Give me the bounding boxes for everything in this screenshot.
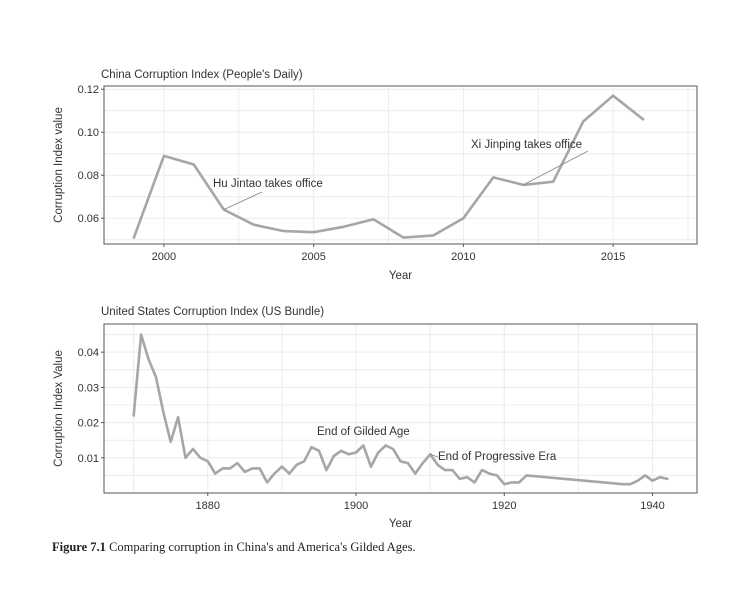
chart1-x-tick-label: 2015 <box>601 251 625 263</box>
figure-caption-text: Comparing corruption in China's and Amer… <box>109 540 416 554</box>
chart2-annotation-label: End of Progressive Era <box>438 451 557 463</box>
chart2-x-tick-label: 1920 <box>492 500 516 512</box>
chart1-y-tick-label: 0.08 <box>78 170 99 182</box>
figure-caption: Figure 7.1 Comparing corruption in China… <box>52 540 416 555</box>
chart2-plot-frame <box>103 323 698 494</box>
chart1-annotation-leader <box>523 150 589 186</box>
figure-caption-label: Figure 7.1 <box>52 540 106 554</box>
chart1-x-tick-label: 2000 <box>152 251 176 263</box>
chart1-x-tick-label: 2005 <box>301 251 325 263</box>
chart1-y-tick-label: 0.10 <box>78 127 99 139</box>
chart2-x-tick-label: 1900 <box>344 500 368 512</box>
chart2-y-tick-label: 0.03 <box>78 382 99 394</box>
chart1-annotation-leader <box>223 191 263 211</box>
chart2-x-tick-label: 1940 <box>640 500 664 512</box>
chart1-plot-area <box>104 86 697 244</box>
chart1-y-axis-label: Corruption Index value <box>53 107 65 223</box>
chart2-y-axis-label: Corruption Index Value <box>53 350 65 467</box>
chart1-annotation-label: Xi Jinping takes office <box>471 139 582 151</box>
chart1-annotation-label: Hu Jintao takes office <box>213 178 323 190</box>
chart1-title: China Corruption Index (People's Daily) <box>101 69 303 81</box>
chart2-y-tick-label: 0.04 <box>78 347 99 359</box>
chart1-x-tick-label: 2010 <box>451 251 475 263</box>
chart2-x-tick-label: 1880 <box>196 500 220 512</box>
chart2-annotation-label: End of Gilded Age <box>317 426 410 438</box>
chart2-y-tick-label: 0.02 <box>78 418 99 430</box>
chart1-series-line <box>132 94 645 239</box>
chart1-plot-frame <box>103 85 698 245</box>
chart2-plot-area <box>104 324 697 493</box>
chart2-annotation-leader <box>430 453 439 458</box>
chart1-y-tick-label: 0.06 <box>78 213 99 225</box>
chart1-y-tick-label: 0.12 <box>78 84 99 96</box>
chart1-x-axis-label: Year <box>389 270 412 282</box>
chart2-title: United States Corruption Index (US Bundl… <box>101 306 324 318</box>
chart2-y-tick-label: 0.01 <box>78 453 99 465</box>
chart2-x-axis-label: Year <box>389 518 412 530</box>
chart2-series-line <box>132 333 669 486</box>
